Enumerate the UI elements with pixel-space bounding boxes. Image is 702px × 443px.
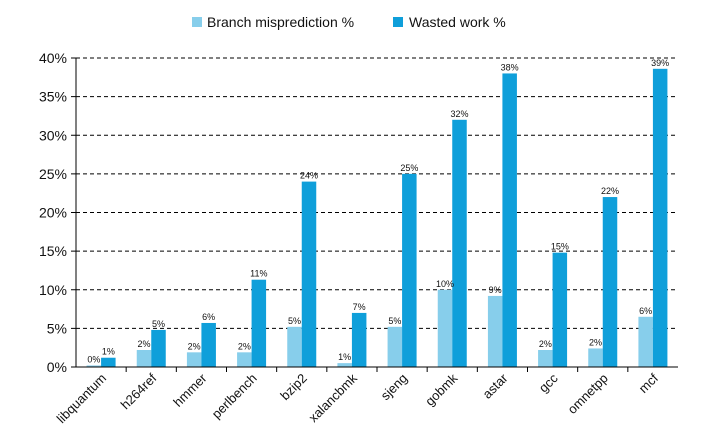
- bars: [86, 68, 668, 367]
- bar-branch-misprediction: [287, 326, 302, 367]
- y-axis-tick-labels: 0% 5% 10% 15% 20% 25% 30% 35% 40%: [39, 50, 67, 375]
- bar-wasted-work: [301, 181, 317, 367]
- bar-branch-misprediction: [387, 326, 403, 367]
- y-tick-label: 5%: [47, 320, 67, 336]
- y-tick-label: 10%: [39, 282, 67, 298]
- bar-wasted-work: [402, 173, 417, 367]
- data-label: 5%: [288, 316, 301, 326]
- data-label: 6%: [202, 312, 215, 322]
- x-category-label: perlbench: [209, 371, 260, 422]
- bar-wasted-work: [452, 119, 467, 367]
- legend-swatch-branch-misprediction: [192, 17, 202, 27]
- bar-wasted-work: [351, 312, 367, 367]
- x-category-label: xalancbmk: [305, 370, 360, 425]
- data-label: 1%: [338, 352, 351, 362]
- bar-branch-misprediction: [86, 365, 102, 367]
- x-category-label: mcf: [636, 370, 662, 396]
- x-category-label: h264ref: [118, 370, 160, 412]
- bar-branch-misprediction: [136, 350, 152, 367]
- x-category-label: astar: [479, 370, 511, 402]
- data-label: 2%: [589, 337, 602, 347]
- legend-label-wasted-work: Wasted work %: [409, 14, 506, 30]
- bar-branch-misprediction: [487, 295, 503, 367]
- y-tick-label: 25%: [39, 166, 67, 182]
- x-category-label: bzip2: [277, 371, 310, 404]
- bar-branch-misprediction: [638, 316, 653, 367]
- bar-wasted-work: [201, 322, 216, 367]
- data-label: 24%: [300, 171, 318, 181]
- bar-wasted-work: [552, 252, 568, 367]
- bar-wasted-work: [101, 357, 116, 367]
- data-label: 2%: [188, 341, 201, 351]
- y-tick-label: 35%: [39, 89, 67, 105]
- gridlines: [71, 57, 678, 368]
- bar-wasted-work: [251, 279, 267, 367]
- bar-wasted-work: [602, 197, 618, 367]
- data-label: 2%: [137, 339, 150, 349]
- y-tick-label: 30%: [39, 127, 67, 143]
- axes: [75, 58, 678, 372]
- x-category-label: gcc: [536, 370, 561, 395]
- bar-branch-misprediction: [237, 352, 252, 367]
- bar-wasted-work: [502, 73, 517, 367]
- x-category-label: hmmer: [170, 370, 210, 410]
- data-label: 22%: [601, 186, 619, 196]
- data-label: 39%: [651, 58, 669, 68]
- data-label: 1%: [102, 347, 115, 357]
- x-category-label: omnetpp: [564, 371, 610, 417]
- data-label: 0%: [87, 354, 100, 364]
- bar-branch-misprediction: [538, 350, 553, 367]
- data-label: 5%: [388, 316, 401, 326]
- y-tick-label: 15%: [39, 243, 67, 259]
- x-axis-category-labels: libquantum h264ref hmmer perlbench bzip2xala…: [54, 370, 662, 426]
- data-label: 15%: [551, 242, 569, 252]
- bar-branch-misprediction: [437, 289, 453, 367]
- data-label: 9%: [489, 285, 502, 295]
- y-tick-label: 20%: [39, 205, 67, 221]
- data-label: 5%: [152, 319, 165, 329]
- y-tick-label: 0%: [47, 359, 67, 375]
- data-label: 10%: [436, 279, 454, 289]
- data-label: 2%: [539, 339, 552, 349]
- bar-branch-misprediction: [337, 363, 352, 367]
- bar-wasted-work: [652, 68, 668, 367]
- x-category-label: gobmk: [422, 370, 461, 409]
- bar-branch-misprediction: [186, 352, 202, 367]
- data-label: 38%: [501, 62, 519, 72]
- bar-wasted-work: [151, 329, 166, 367]
- data-label: 2%: [238, 341, 251, 351]
- bar-branch-misprediction: [588, 348, 603, 367]
- data-labels: 0%1%2%5%2%6%2%11%5%24%1%7%5%25%10%32%9%3…: [87, 58, 669, 365]
- legend: Branch misprediction % Wasted work %: [192, 14, 506, 30]
- data-label: 6%: [639, 306, 652, 316]
- x-category-label: sjeng: [378, 371, 411, 404]
- data-label: 11%: [250, 269, 267, 279]
- y-tick-label: 40%: [39, 50, 67, 66]
- data-label: 7%: [353, 302, 366, 312]
- legend-label-branch-misprediction: Branch misprediction %: [207, 14, 354, 30]
- data-label: 25%: [400, 163, 418, 173]
- legend-swatch-wasted-work: [393, 17, 403, 27]
- x-category-label: libquantum: [54, 371, 110, 427]
- data-label: 32%: [450, 109, 468, 119]
